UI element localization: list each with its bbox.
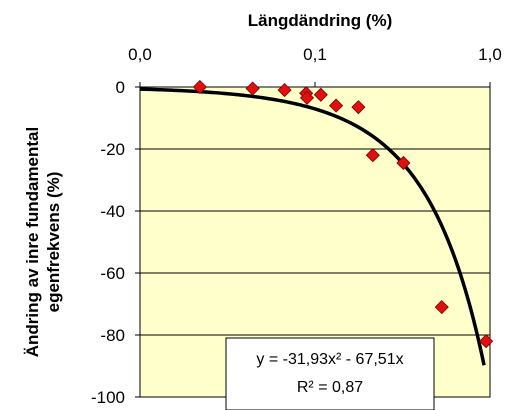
y-tick-label: 0 [116,78,125,97]
data-point [313,87,328,102]
data-point [245,81,260,96]
equation-text: y = -31,93x² - 67,51x [256,351,403,368]
data-point [479,334,494,349]
data-point [277,83,292,98]
gridlines [140,148,490,336]
x-tick-label: 0,1 [303,45,327,64]
y-tick-labels: 0 -20 -40 -60 -80 -100 [91,78,140,407]
y-tick-label: -20 [100,140,125,159]
data-point [299,90,315,105]
y-tick-label: -100 [91,388,125,407]
trendline [139,87,486,366]
data-point [365,148,380,163]
r2-text: R² = 0,87 [297,379,363,396]
data-point [434,300,449,315]
x-tick-labels: 0,0 0,1 1,0 [128,45,502,87]
y-axis-title-line-1: Ändring av inre fundamental [23,127,42,357]
y-tick-label: -60 [100,264,125,283]
data-points [192,79,494,349]
data-point [351,100,366,115]
data-point [192,79,207,95]
y-axis-title: Ändring av inre fundamental egenfrekvens… [23,127,63,357]
equation-box: y = -31,93x² - 67,51x R² = 0,87 [225,337,435,410]
x-tick-label: 0,0 [128,45,152,64]
x-tick-label: 1,0 [478,45,502,64]
y-tick-label: -80 [100,326,125,345]
data-point [396,155,411,171]
y-axis-title-line-2: egenfrekvens (%) [44,172,63,313]
y-tick-label: -40 [100,202,125,221]
x-axis-title: Längdändring (%) [248,11,392,30]
data-point [329,98,344,113]
